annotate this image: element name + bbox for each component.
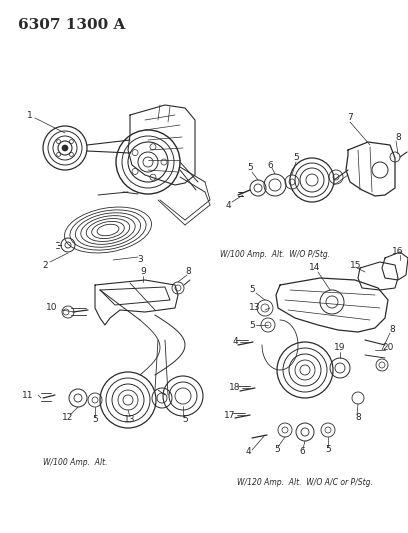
Text: 5: 5 <box>182 416 188 424</box>
Text: 5: 5 <box>325 446 331 455</box>
Text: 7: 7 <box>347 114 353 123</box>
Text: 4: 4 <box>225 200 231 209</box>
Text: 8: 8 <box>389 326 395 335</box>
Text: W/120 Amp.  Alt.  W/O A/C or P/Stg.: W/120 Amp. Alt. W/O A/C or P/Stg. <box>237 478 373 487</box>
Text: 1: 1 <box>27 110 33 119</box>
Text: 12: 12 <box>62 414 74 423</box>
Text: 14: 14 <box>309 263 321 272</box>
Text: 8: 8 <box>395 133 401 142</box>
Text: 6: 6 <box>299 448 305 456</box>
Text: 17: 17 <box>224 410 236 419</box>
Text: 4: 4 <box>232 337 238 346</box>
Text: 4: 4 <box>245 448 251 456</box>
Text: 5: 5 <box>247 164 253 173</box>
Text: 15: 15 <box>350 261 362 270</box>
Text: W/100 Amp.  Alt.: W/100 Amp. Alt. <box>43 458 107 467</box>
Text: 5: 5 <box>293 154 299 163</box>
Text: 5: 5 <box>249 320 255 329</box>
Text: 6307 1300 A: 6307 1300 A <box>18 18 125 32</box>
Text: 11: 11 <box>22 391 34 400</box>
Text: 6: 6 <box>267 160 273 169</box>
Text: 5: 5 <box>249 286 255 295</box>
Text: 3: 3 <box>137 255 143 264</box>
Text: 19: 19 <box>334 343 346 352</box>
Text: 5: 5 <box>274 446 280 455</box>
Text: 10: 10 <box>46 303 58 312</box>
Circle shape <box>62 145 68 151</box>
Text: 9: 9 <box>140 268 146 277</box>
Text: 5: 5 <box>92 416 98 424</box>
Text: 18: 18 <box>229 384 241 392</box>
Text: 20: 20 <box>382 343 394 352</box>
Text: 16: 16 <box>392 247 404 256</box>
Text: 13: 13 <box>249 303 261 312</box>
Text: 8: 8 <box>355 414 361 423</box>
Text: 8: 8 <box>185 268 191 277</box>
Text: 2: 2 <box>42 261 48 270</box>
Text: W/100 Amp.  Alt.  W/O P/Stg.: W/100 Amp. Alt. W/O P/Stg. <box>220 250 330 259</box>
Text: 13: 13 <box>124 416 136 424</box>
